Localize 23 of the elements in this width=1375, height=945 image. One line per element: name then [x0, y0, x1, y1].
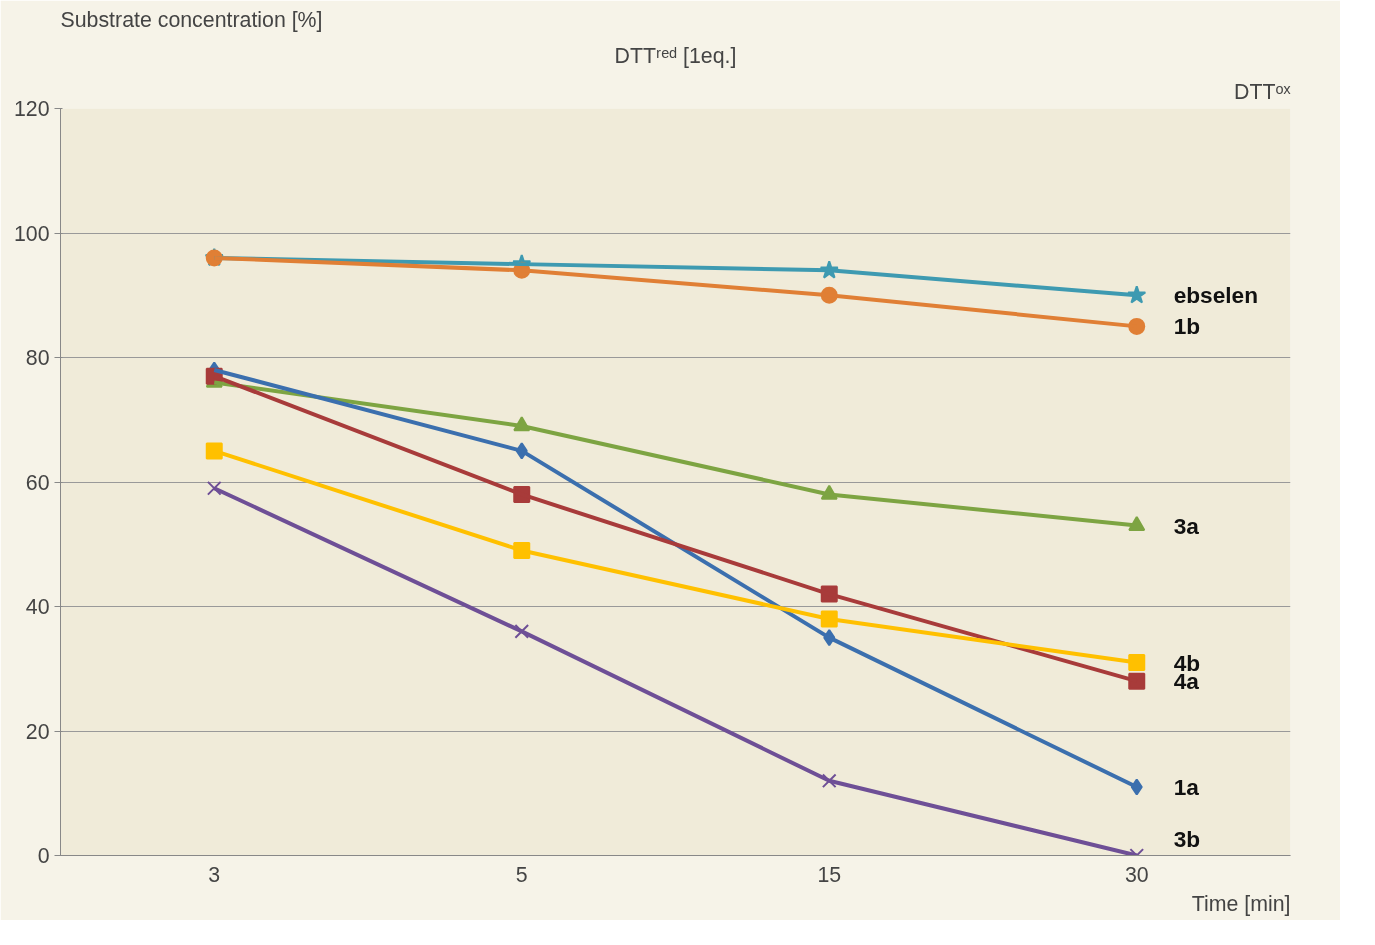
text: DTTʳᵉᵈ [1eq.]	[614, 43, 737, 68]
text: DTTᵒˣ	[1233, 79, 1291, 104]
y-tick-label: 60	[25, 470, 50, 495]
point	[821, 773, 837, 789]
x-tick-label: 30	[1124, 862, 1149, 887]
x-tick-label: 15	[817, 862, 842, 887]
point	[206, 480, 222, 496]
y-tick-label: 20	[25, 719, 50, 744]
series-label: 3b	[1173, 825, 1201, 852]
x-tick-label: 5	[515, 862, 528, 887]
series-label: 1a	[1173, 774, 1200, 801]
y-tick-label: 100	[13, 221, 50, 246]
y-tick-label: 40	[25, 595, 50, 619]
series-label: 1b	[1173, 313, 1201, 340]
y-axis-title: Substrate concentration [%]	[60, 7, 323, 32]
y-tick-label: 0	[37, 844, 50, 868]
x-axis-title: Time [min]	[1191, 891, 1291, 916]
x-tick-label: 3	[208, 862, 221, 887]
series-label: ebselen	[1173, 282, 1259, 309]
series-label: 3a	[1173, 512, 1200, 539]
point	[514, 624, 530, 639]
y-tick-label: 120	[13, 97, 50, 121]
y-tick-label: 80	[25, 346, 50, 370]
